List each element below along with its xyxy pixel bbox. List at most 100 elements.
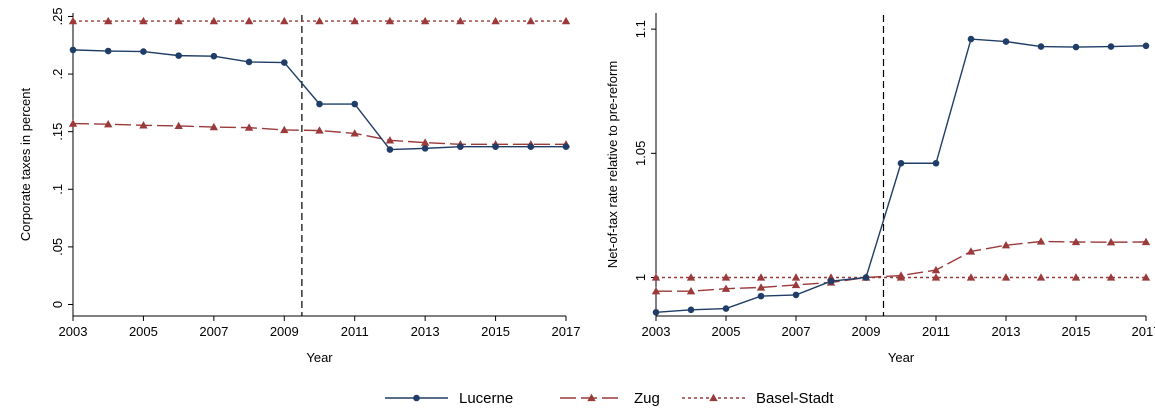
zug-point bbox=[966, 247, 976, 255]
y-tick-label: .05 bbox=[50, 238, 65, 256]
zug-point bbox=[1071, 237, 1081, 246]
x-tick-label: 2007 bbox=[782, 324, 811, 339]
basel-stadt-point bbox=[1141, 273, 1151, 281]
legend-item-zug: Zug bbox=[560, 390, 660, 407]
y-tick-label: 1 bbox=[633, 274, 648, 281]
zug-point bbox=[1141, 237, 1151, 246]
lucerne-point bbox=[421, 145, 429, 152]
zug-point bbox=[385, 136, 395, 144]
x-tick-label: 2015 bbox=[481, 324, 510, 339]
zug-point bbox=[1106, 238, 1116, 246]
y-axis-title: Corporate taxes in percent bbox=[18, 88, 33, 242]
left-chart-panel: 0 .05 .1 .15 .2 .25 2003 2005 2007 2009 2011 2013 20… bbox=[18, 7, 580, 365]
basel-stadt-point bbox=[209, 16, 219, 25]
lucerne-point bbox=[245, 58, 253, 66]
basel-stadt-point bbox=[385, 16, 395, 25]
zug-point bbox=[1001, 241, 1011, 249]
zug-point bbox=[686, 286, 696, 295]
zug-point bbox=[350, 129, 359, 137]
zug-point bbox=[931, 265, 941, 274]
lucerne-point bbox=[316, 100, 323, 108]
zug-point bbox=[315, 126, 324, 134]
basel-stadt-point bbox=[651, 273, 661, 281]
lucerne-point bbox=[967, 35, 975, 43]
lucerne-point bbox=[457, 143, 464, 150]
lucerne-point bbox=[1037, 43, 1045, 50]
lucerne-point bbox=[351, 100, 359, 108]
x-tick-label: 2013 bbox=[992, 324, 1021, 339]
lucerne-point bbox=[140, 48, 147, 55]
zug-point bbox=[721, 284, 731, 292]
basel-stadt-point bbox=[174, 16, 183, 25]
lucerne-line bbox=[655, 38, 1147, 313]
lucerne-point bbox=[104, 47, 112, 55]
lucerne-point bbox=[492, 143, 499, 150]
basel-stadt-point bbox=[491, 16, 500, 25]
basel-stadt-point bbox=[1036, 273, 1046, 281]
lucerne-point bbox=[562, 143, 570, 150]
lucerne-point bbox=[932, 159, 940, 167]
legend-label: Basel-Stadt bbox=[756, 390, 834, 407]
lucerne-point bbox=[386, 146, 394, 153]
y-tick-label: 1.1 bbox=[633, 20, 648, 38]
zug-point bbox=[139, 121, 148, 129]
lucerne-point bbox=[687, 306, 695, 314]
basel-stadt-point bbox=[420, 16, 430, 25]
zug-point bbox=[104, 119, 113, 128]
legend-label: Zug bbox=[634, 390, 660, 407]
basel-stadt-point bbox=[686, 273, 696, 281]
legend-label: Lucerne bbox=[459, 390, 513, 407]
basel-stadt-point bbox=[104, 16, 113, 25]
basel-stadt-point bbox=[721, 273, 731, 281]
zug-point bbox=[420, 138, 430, 146]
zug-point bbox=[244, 123, 254, 131]
legend-marker bbox=[413, 394, 420, 402]
basel-stadt-point bbox=[1071, 273, 1081, 281]
x-tick-label: 2011 bbox=[341, 324, 369, 339]
legend-marker bbox=[587, 393, 596, 402]
y-tick-label: .25 bbox=[50, 7, 65, 25]
lucerne-point bbox=[862, 274, 870, 281]
x-tick-label: 2017 bbox=[552, 324, 581, 339]
legend-item-basel-stadt: Basel-Stadt bbox=[682, 390, 834, 407]
zug-point bbox=[68, 119, 78, 127]
lucerne-point bbox=[175, 52, 182, 59]
zug-point bbox=[756, 283, 766, 291]
right-chart-panel: 1 1.05 1.1 2003 2005 2007 2009 2011 2013 2015 2017… bbox=[605, 13, 1155, 365]
zug-point bbox=[280, 125, 289, 134]
zug-point bbox=[1036, 237, 1046, 245]
x-tick-label: 2017 bbox=[1132, 324, 1155, 339]
y-tick-label: 0 bbox=[50, 301, 65, 308]
basel-stadt-point bbox=[966, 273, 976, 281]
basel-stadt-point bbox=[68, 16, 78, 25]
x-tick-label: 2003 bbox=[642, 324, 671, 339]
basel-stadt-point bbox=[139, 16, 148, 25]
lucerne-line bbox=[72, 49, 566, 151]
basel-stadt-point bbox=[1106, 273, 1116, 281]
x-tick-label: 2009 bbox=[852, 324, 881, 339]
basel-stadt-point bbox=[561, 16, 571, 25]
basel-stadt-point bbox=[526, 16, 535, 25]
y-tick-label: .2 bbox=[50, 69, 65, 80]
lucerne-point bbox=[652, 308, 660, 316]
zug-point bbox=[896, 271, 906, 279]
series-lucerne bbox=[652, 35, 1150, 316]
lucerne-point bbox=[1107, 43, 1115, 50]
basel-stadt-point bbox=[280, 16, 289, 25]
series-zug bbox=[68, 119, 571, 148]
y-tick-label: .1 bbox=[50, 184, 65, 195]
y-axis-title: Net-of-tax rate relative to pre-reform bbox=[605, 61, 620, 268]
basel-stadt-point bbox=[244, 16, 254, 25]
x-tick-label: 2011 bbox=[922, 324, 950, 339]
zug-line bbox=[656, 240, 1147, 292]
x-tick-label: 2003 bbox=[59, 324, 88, 339]
lucerne-point bbox=[722, 305, 730, 312]
y-tick-label: 1.05 bbox=[633, 141, 648, 166]
lucerne-point bbox=[527, 143, 535, 150]
zug-point bbox=[791, 280, 801, 289]
lucerne-point bbox=[1142, 42, 1150, 50]
lucerne-point bbox=[69, 46, 77, 54]
series-lucerne bbox=[69, 46, 570, 153]
lucerne-point bbox=[827, 277, 835, 285]
